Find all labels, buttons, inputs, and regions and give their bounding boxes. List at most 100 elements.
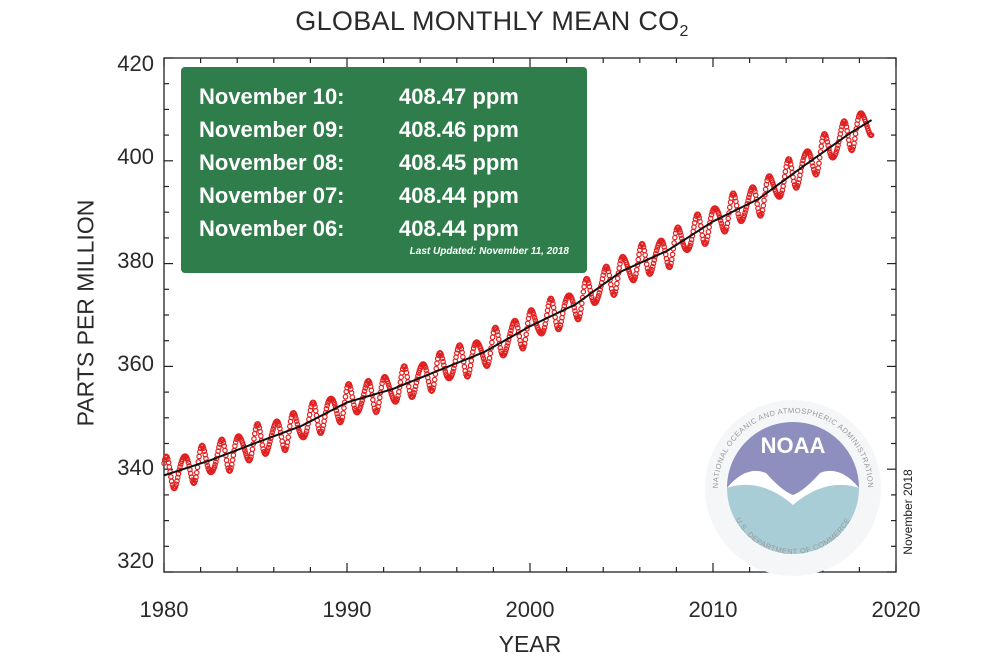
data-point (293, 418, 300, 424)
data-point (522, 336, 529, 343)
data-point (649, 266, 655, 273)
data-point (823, 135, 830, 142)
x-tick-label: 1990 (322, 597, 372, 622)
data-point (204, 462, 211, 469)
y-tick-label: 320 (117, 548, 154, 573)
latest-readings-panel: November 10: 408.47 ppm November 09: 408.4… (181, 67, 587, 273)
data-point (816, 160, 822, 167)
data-point (230, 452, 237, 459)
data-point (276, 422, 282, 429)
data-point (358, 400, 365, 407)
data-point (293, 415, 299, 422)
data-point (761, 197, 767, 204)
data-point (265, 444, 272, 451)
data-point (824, 139, 831, 145)
data-point (431, 376, 438, 383)
data-point (508, 327, 514, 334)
data-point (376, 399, 382, 406)
data-point (678, 232, 684, 239)
data-point (751, 186, 757, 192)
data-point (460, 354, 466, 360)
data-point (636, 251, 642, 258)
data-point (270, 426, 276, 433)
data-point (695, 212, 702, 219)
data-point (292, 412, 298, 419)
data-point (457, 343, 464, 349)
data-point (487, 350, 494, 357)
data-point (367, 380, 373, 387)
data-point (168, 474, 174, 480)
data-point (351, 402, 357, 408)
data-point (727, 199, 734, 206)
data-point (669, 256, 675, 263)
data-point (835, 142, 841, 149)
data-point (691, 224, 697, 230)
data-point (799, 160, 806, 167)
data-point (411, 390, 417, 396)
data-point (450, 368, 456, 375)
data-point (849, 146, 856, 153)
data-point (838, 127, 844, 133)
data-point (746, 191, 753, 198)
data-point (754, 201, 761, 207)
data-point (232, 439, 239, 446)
data-point (485, 361, 491, 368)
data-point (651, 257, 658, 263)
data-point (576, 314, 583, 320)
data-point (334, 410, 340, 417)
data-point (480, 355, 487, 362)
data-point (311, 401, 318, 407)
data-point (278, 434, 285, 440)
data-point (200, 445, 207, 451)
data-point (660, 241, 667, 247)
data-point (341, 405, 347, 411)
data-point (503, 346, 510, 352)
data-point (470, 349, 476, 355)
data-point (842, 120, 849, 127)
reading-row: November 08: 408.45 ppm (199, 150, 519, 175)
data-point (228, 465, 234, 471)
data-point (616, 265, 623, 271)
data-point (814, 168, 821, 175)
data-point (423, 367, 430, 374)
data-point (508, 324, 515, 331)
data-point (521, 344, 527, 350)
data-point (868, 132, 875, 138)
data-point (174, 478, 180, 484)
data-point (524, 320, 531, 327)
data-point (458, 345, 465, 352)
reading-row: November 07: 408.44 ppm (199, 183, 519, 208)
data-point (285, 434, 292, 441)
data-point (242, 450, 249, 456)
data-point (531, 314, 538, 321)
data-point (787, 158, 793, 164)
data-point (833, 148, 840, 154)
reading-row: November 09: 408.46 ppm (199, 117, 519, 142)
data-point (617, 260, 623, 267)
data-point (319, 428, 325, 435)
data-point (800, 157, 806, 164)
data-point (752, 188, 758, 195)
data-point (725, 215, 732, 222)
data-point (440, 358, 446, 365)
data-point (850, 144, 857, 150)
data-point (834, 145, 841, 152)
data-point (306, 411, 313, 418)
data-point (470, 345, 477, 352)
data-point (187, 470, 194, 477)
data-point (604, 265, 611, 272)
data-point (438, 352, 445, 359)
x-tick-label: 2020 (871, 597, 921, 622)
data-point (466, 370, 472, 377)
data-point (422, 364, 429, 371)
data-point (580, 289, 587, 295)
data-point (810, 163, 816, 169)
data-point (453, 350, 460, 356)
data-point (248, 454, 254, 460)
data-point (688, 240, 694, 246)
data-point (173, 481, 180, 488)
data-point (398, 374, 404, 381)
data-point (177, 464, 183, 470)
data-point (640, 241, 646, 248)
data-point (450, 365, 457, 372)
